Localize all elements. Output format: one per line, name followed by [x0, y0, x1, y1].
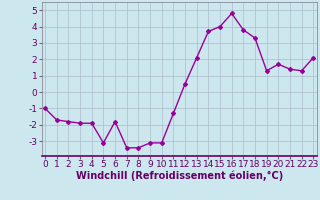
X-axis label: Windchill (Refroidissement éolien,°C): Windchill (Refroidissement éolien,°C)	[76, 171, 283, 181]
